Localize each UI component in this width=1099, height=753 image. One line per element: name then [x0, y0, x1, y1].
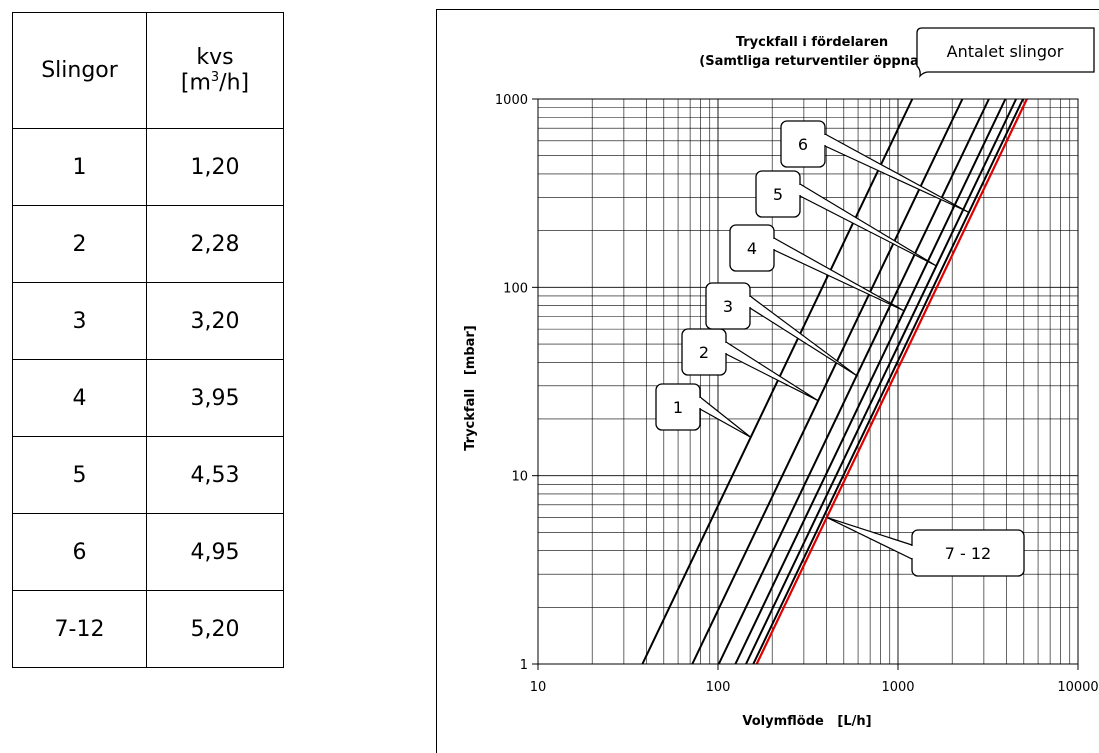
- y-tick-label: 1000: [495, 93, 528, 108]
- chart-title: Tryckfall i fördelaren: [736, 35, 888, 50]
- series-callouts: 1 2 3 4 5 6 7 - 12: [655, 120, 1025, 577]
- cell-kvs: 5,20: [146, 590, 284, 668]
- table-row: 2 2,28: [12, 205, 284, 283]
- x-tick-label: 10000: [1057, 680, 1098, 695]
- y-tick-label: 100: [503, 281, 528, 296]
- cell-kvs: 1,20: [146, 128, 284, 206]
- table-row: 5 4,53: [12, 436, 284, 514]
- series-line-1: [641, 98, 914, 665]
- unit-post: /h]: [219, 70, 250, 96]
- series-line-3: [717, 98, 990, 665]
- series-line-6: [752, 98, 1024, 665]
- kvs-table: Slingor kvs [m3/h] 1 1,20 2 2,28 3 3,20 4 3,…: [12, 12, 284, 668]
- cell-kvs: 2,28: [146, 205, 284, 283]
- cell-slingor: 6: [12, 513, 147, 591]
- table-row: 4 3,95: [12, 359, 284, 437]
- header-kvs-label: kvs: [196, 45, 234, 71]
- x-tick-label: 1000: [881, 680, 914, 695]
- grid: [538, 99, 1078, 664]
- y-axis-label: Tryckfall [mbar]: [463, 325, 478, 451]
- callout-7-12: 7 - 12: [826, 516, 1025, 577]
- cell-slingor: 4: [12, 359, 147, 437]
- unit-sup: 3: [210, 70, 220, 86]
- callout-label: 5: [773, 185, 783, 204]
- cell-kvs: 3,20: [146, 282, 284, 360]
- table-row: 7-12 5,20: [12, 590, 284, 668]
- header-kvs: kvs [m3/h]: [146, 12, 284, 129]
- callout-label: 3: [723, 297, 733, 316]
- chart-frame: [436, 9, 1099, 753]
- callout-6: 6: [780, 120, 970, 213]
- cell-slingor: 3: [12, 282, 147, 360]
- series-line-4: [734, 98, 1007, 665]
- callout-label: 6: [798, 135, 808, 154]
- y-tick-label: 1: [520, 658, 528, 673]
- callout-pointer: [749, 294, 858, 377]
- series-line-5: [745, 98, 1018, 665]
- unit-pre: [m: [180, 70, 211, 96]
- callout-pointer: [773, 236, 905, 312]
- callout-label: 2: [699, 343, 709, 362]
- series-line-7-12: [755, 98, 1028, 665]
- legend-title-box: Antalet slingor: [916, 27, 1095, 78]
- callout-2: 2: [681, 328, 819, 402]
- callout-pointer: [826, 516, 913, 560]
- callout-label: 1: [673, 398, 683, 417]
- table-header-row: Slingor kvs [m3/h]: [12, 12, 284, 129]
- callout-1: 1: [655, 383, 752, 438]
- table-row: 3 3,20: [12, 282, 284, 360]
- table-row: 1 1,20: [12, 128, 284, 206]
- header-slingor: Slingor: [12, 12, 147, 129]
- callout-label: 7 - 12: [945, 544, 991, 563]
- cell-slingor: 2: [12, 205, 147, 283]
- table-row: 6 4,95: [12, 513, 284, 591]
- chart-subtitle: (Samtliga returventiler öppna): [699, 54, 924, 69]
- series-lines: [641, 98, 1028, 665]
- callout-3: 3: [705, 282, 858, 377]
- cell-slingor: 7-12: [12, 590, 147, 668]
- legend-title-box-shape: [916, 27, 1095, 78]
- cell-kvs: 4,53: [146, 436, 284, 514]
- y-tick-label: 10: [511, 470, 528, 485]
- callout-label: 4: [747, 239, 757, 258]
- callout-pointer: [824, 132, 970, 213]
- x-tick-label: 100: [706, 680, 731, 695]
- x-tick-label: 10: [530, 680, 547, 695]
- callout-5: 5: [755, 170, 937, 267]
- cell-kvs: 4,95: [146, 513, 284, 591]
- header-kvs-unit: [m3/h]: [147, 70, 283, 95]
- callout-4: 4: [729, 224, 905, 312]
- cell-kvs: 3,95: [146, 359, 284, 437]
- legend-title: Antalet slingor: [947, 42, 1064, 61]
- callout-pointer: [699, 395, 752, 438]
- cell-slingor: 5: [12, 436, 147, 514]
- series-line-2: [691, 98, 964, 665]
- plot-area-border: [537, 98, 1079, 665]
- x-axis-label: Volymflöde [L/h]: [742, 714, 871, 729]
